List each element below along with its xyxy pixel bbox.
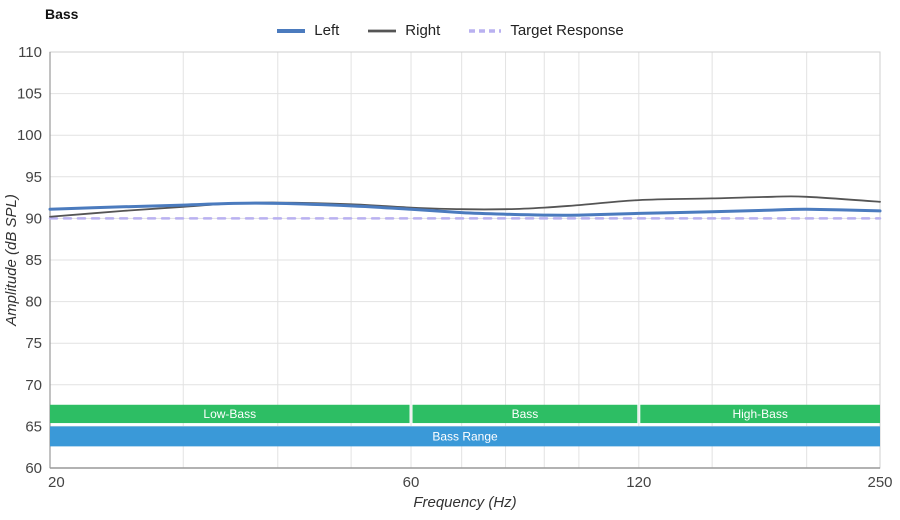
y-tick-label: 75	[25, 335, 42, 352]
target-response-line-swatch-icon	[469, 28, 502, 33]
band-bass	[412, 404, 638, 424]
band-label-bass-range: Bass Range	[432, 429, 498, 443]
right-line-swatch-icon	[368, 29, 397, 32]
y-tick-label: 100	[17, 127, 42, 144]
y-tick-label: 95	[25, 169, 42, 186]
legend-item-target-response[interactable]: Target Response	[468, 22, 624, 39]
band-bass-range	[50, 426, 880, 447]
x-tick-label: 20	[48, 474, 65, 491]
chart-title: Bass	[45, 6, 79, 22]
y-tick-label: 105	[17, 86, 42, 103]
x-tick-label: 60	[403, 474, 420, 491]
legend-label-left: Left	[314, 22, 340, 39]
x-tick-label: 120	[626, 474, 651, 491]
band-low-bass	[50, 404, 410, 424]
x-axis-title: Frequency (Hz)	[413, 494, 516, 511]
y-tick-label: 90	[25, 210, 42, 227]
y-tick-label: 85	[25, 252, 42, 269]
legend-label-target-response: Target Response	[510, 22, 624, 39]
legend-item-left[interactable]: Left	[276, 22, 339, 39]
series-line-left	[48, 201, 882, 217]
y-tick-label: 65	[25, 418, 42, 435]
y-tick-label: 60	[25, 460, 42, 477]
band-label-high-bass: High-Bass	[732, 407, 787, 421]
x-tick-label: 250	[867, 474, 892, 491]
chart-legend: Left Right Target Response	[0, 22, 900, 39]
y-tick-label: 110	[18, 44, 42, 61]
y-tick-label: 70	[25, 377, 42, 394]
legend-item-right[interactable]: Right	[367, 22, 440, 39]
left-line-swatch-icon	[277, 28, 306, 33]
band-label-low-bass: Low-Bass	[203, 407, 256, 421]
y-tick-label: 80	[25, 294, 42, 311]
band-label-bass: Bass	[512, 407, 539, 421]
band-high-bass	[640, 404, 880, 424]
y-axis-title: Amplitude (dB SPL)	[3, 194, 20, 327]
legend-label-right: Right	[405, 22, 441, 39]
